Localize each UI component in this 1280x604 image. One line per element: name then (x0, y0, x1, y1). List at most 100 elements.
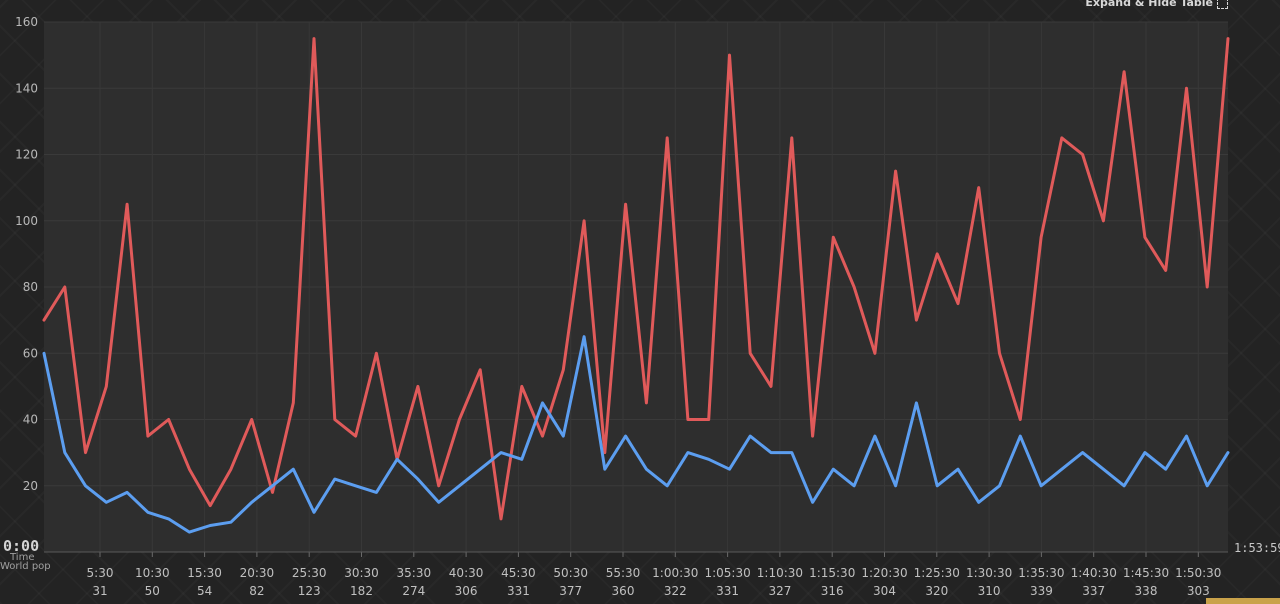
blue-series-point (1206, 484, 1209, 487)
blue-series-point (1019, 434, 1022, 438)
x-tick-pop-label: 338 (1135, 584, 1158, 598)
x-sub-axis-name: World pop (0, 561, 51, 572)
blue-series-point (1185, 434, 1188, 438)
red-series-point (645, 401, 648, 405)
red-series-point (707, 418, 710, 421)
red-series-point (250, 418, 253, 421)
blue-series-point (541, 401, 544, 405)
x-tick-pop-label: 320 (925, 584, 948, 598)
red-series-point (790, 136, 793, 140)
x-tick-pop-label: 337 (1082, 584, 1105, 598)
red-series-point (1102, 219, 1105, 222)
x-axis-name: Time (9, 552, 34, 563)
red-series-point (582, 219, 586, 222)
blue-series-point (562, 434, 565, 438)
blue-series-point (416, 477, 420, 481)
blue-series-point (811, 501, 814, 504)
blue-series-point (956, 468, 960, 471)
x-tick-time-label: 50:30 (553, 566, 588, 580)
blue-series-point (229, 521, 233, 524)
x-tick-pop-label: 50 (145, 584, 160, 598)
blue-series-point (125, 491, 129, 494)
red-series-point (209, 504, 212, 507)
red-series-point (479, 368, 482, 371)
x-tick-time-label: 15:30 (187, 566, 222, 580)
x-tick-pop-label: 310 (978, 584, 1001, 598)
x-tick-time-label: 20:30 (240, 566, 275, 580)
x-tick-time-label: 1:30:30 (966, 566, 1012, 580)
series-group (42, 37, 1230, 534)
blue-series-point (1164, 468, 1167, 471)
x-tick-pop-label: 82 (249, 584, 264, 598)
y-axis: 20 40 60 80 100 120 140 160 (15, 15, 38, 493)
blue-series-point (852, 484, 856, 487)
expand-hide-table-button[interactable]: Expand & Hide Table (1085, 0, 1228, 9)
x-tick-time-label: 1:15:30 (809, 566, 855, 580)
x-tick-pop-label: 304 (873, 584, 896, 598)
blue-series-point (1060, 468, 1064, 471)
blue-series-point (375, 491, 378, 494)
x-tick-pop-label: 303 (1187, 584, 1210, 598)
red-series-point (125, 203, 129, 206)
red-series-point (416, 385, 420, 388)
blue-series-point (42, 352, 46, 355)
y-tick-label: 140 (15, 81, 38, 95)
blue-series-point (769, 451, 773, 454)
red-series-point (1122, 70, 1126, 73)
blue-series-point (437, 501, 440, 504)
red-series-point (666, 136, 669, 140)
blue-series-point (292, 468, 295, 471)
blue-series-point (977, 501, 980, 504)
blue-series-point (499, 451, 503, 454)
red-series-point (956, 302, 960, 305)
blue-series-point (582, 335, 586, 338)
x-tick-pop-label: 182 (350, 584, 373, 598)
blue-series-point (1226, 451, 1230, 454)
blue-series-line (42, 335, 1230, 534)
y-tick-label: 20 (23, 479, 38, 493)
blue-series-point (645, 468, 648, 471)
blue-series-point (479, 468, 482, 471)
blue-series-point (354, 484, 357, 487)
y-tick-label: 160 (15, 15, 38, 29)
red-series-point (728, 53, 731, 57)
x-tick-pop-label: 331 (507, 584, 530, 598)
red-series-point (852, 285, 856, 289)
x-tick-time-label: 10:30 (135, 566, 170, 580)
blue-series-point (1143, 451, 1147, 454)
red-series-point (936, 252, 939, 256)
blue-series-point (749, 434, 752, 438)
x-tick-time-label: 1:05:30 (704, 566, 750, 580)
x-tick-pop-label: 339 (1030, 584, 1053, 598)
red-series-point (1143, 236, 1147, 239)
blue-series-point (105, 501, 108, 504)
red-series-point (188, 468, 191, 471)
x-tick-time-label: 1:25:30 (914, 566, 960, 580)
x-tick-pop-label: 31 (92, 584, 107, 598)
blue-series-point (1081, 451, 1084, 454)
red-series-point (354, 434, 357, 438)
x-tick-time-label: 1:00:30 (652, 566, 698, 580)
blue-series-point (312, 511, 316, 514)
red-series-point (105, 385, 108, 388)
x-tick-time-label: 55:30 (606, 566, 641, 580)
x-tick-pop-label: 123 (298, 584, 321, 598)
red-series-point (832, 236, 835, 239)
red-series-point (458, 418, 461, 421)
x-tick-time-label: 1:20:30 (861, 566, 907, 580)
blue-series-point (832, 468, 835, 471)
red-series-point (229, 468, 233, 471)
red-series-point (375, 352, 378, 355)
red-series-point (84, 451, 87, 454)
red-series-point (624, 203, 627, 206)
blue-series-point (686, 451, 690, 454)
red-series-point (292, 401, 295, 405)
start-time-label: 0:00 (3, 537, 39, 555)
x-tick-time-label: 45:30 (501, 566, 536, 580)
blue-series-point (1102, 468, 1105, 471)
blue-series-point (333, 477, 336, 481)
blue-series-point (728, 468, 731, 471)
red-series-point (1081, 153, 1084, 156)
x-tick-time-label: 1:40:30 (1071, 566, 1117, 580)
